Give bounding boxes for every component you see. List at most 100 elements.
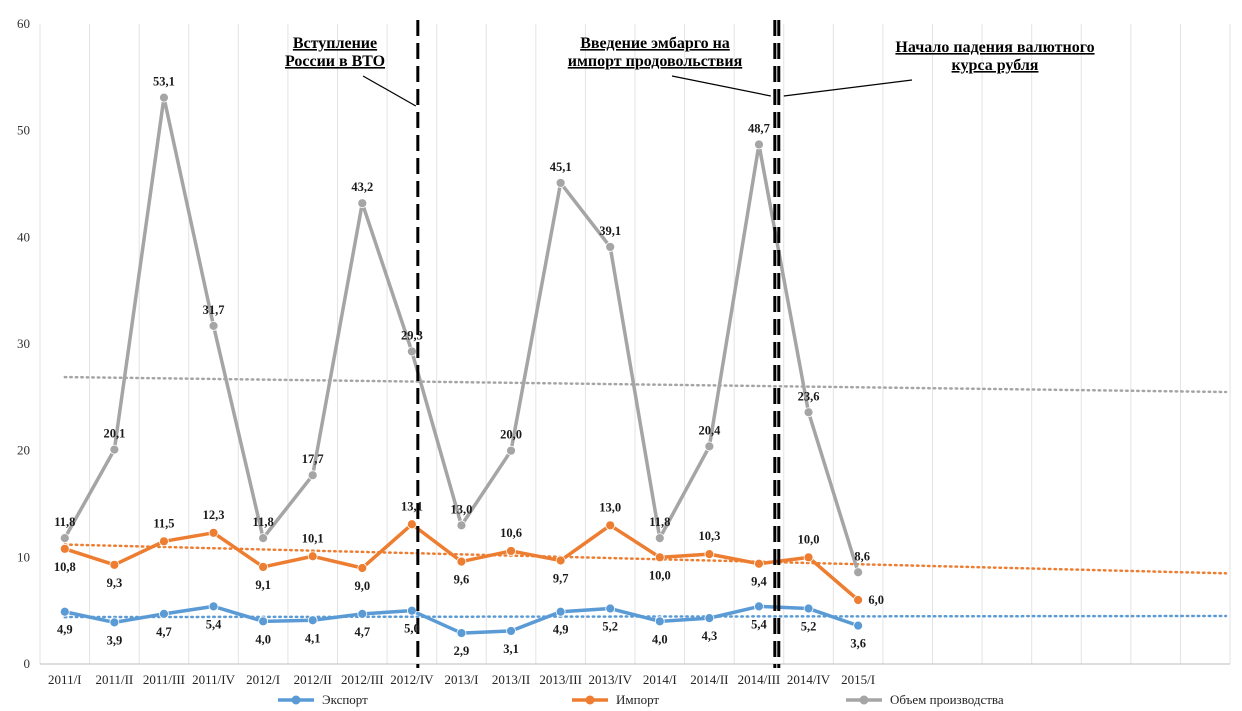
data-label: 4,9 <box>57 623 73 637</box>
data-point <box>506 546 516 556</box>
data-label: 43,2 <box>351 180 373 194</box>
data-point <box>803 552 814 563</box>
data-point <box>258 533 269 544</box>
event-leader <box>783 79 913 97</box>
x-tick-label: 2011/III <box>143 672 185 687</box>
data-point <box>803 407 814 418</box>
x-tick-label: 2011/II <box>95 672 133 687</box>
data-point <box>456 628 467 638</box>
event-leader <box>362 75 417 107</box>
data-label: 3,6 <box>850 637 866 651</box>
data-point <box>208 320 219 331</box>
data-point <box>654 616 665 627</box>
data-label: 13,0 <box>451 502 473 516</box>
legend-marker <box>291 695 301 705</box>
data-label: 39,1 <box>599 224 621 238</box>
event-label: курса рубля <box>952 57 1039 74</box>
data-point <box>307 470 318 481</box>
legend-label: Импорт <box>616 692 659 707</box>
data-label: 23,6 <box>798 389 820 403</box>
data-point <box>406 605 417 616</box>
data-labels: 4,9 3,9 4,7 5,4 4,0 4,1 4,7 5,0 2,9 3,1 4,9 5,2 4,0 4… <box>54 75 884 658</box>
x-tick-label: 2012/IV <box>390 672 434 687</box>
data-label: 9,1 <box>255 578 271 592</box>
data-point <box>754 601 764 612</box>
event-leader <box>671 75 771 97</box>
legend: Экспорт Импорт Объем производства <box>278 692 1004 707</box>
data-label: 3,9 <box>107 633 123 647</box>
legend-marker <box>859 695 869 705</box>
data-point <box>605 520 616 531</box>
data-point <box>357 563 368 573</box>
data-point <box>555 555 566 566</box>
data-label: 10,3 <box>698 529 720 543</box>
data-label: 53,1 <box>153 75 175 89</box>
data-point <box>109 559 120 570</box>
data-point <box>754 558 764 569</box>
data-point <box>605 603 616 614</box>
data-point <box>109 444 120 455</box>
data-point <box>605 242 616 252</box>
x-tick-label: 2013/III <box>539 672 582 687</box>
x-axis: 2011/I 2011/II 2011/III 2011/IV 2012/I 2012/I… <box>48 672 875 687</box>
legend-label: Объем производства <box>890 692 1004 707</box>
x-tick-label: 2014/I <box>643 672 677 687</box>
data-label: 5,2 <box>801 620 817 634</box>
data-label: 9,4 <box>751 575 767 589</box>
x-tick-label: 2014/II <box>690 672 728 687</box>
data-point <box>456 556 467 567</box>
event-label: Начало падения валютного <box>895 39 1094 56</box>
event-label: Введение эмбарго на <box>580 35 730 52</box>
data-point <box>853 595 864 605</box>
data-label: 4,3 <box>702 629 718 643</box>
data-label: 5,4 <box>751 617 767 631</box>
x-tick-label: 2013/II <box>492 672 530 687</box>
x-tick-label: 2014/IV <box>787 672 831 687</box>
data-point <box>109 617 120 628</box>
y-tick-label: 40 <box>17 229 30 244</box>
data-point <box>307 551 318 562</box>
legend-label: Экспорт <box>322 692 368 707</box>
data-label: 48,7 <box>748 122 770 136</box>
data-point <box>754 139 764 150</box>
data-label: 45,1 <box>550 160 572 174</box>
data-point <box>258 616 269 627</box>
data-label: 11,8 <box>54 515 75 529</box>
data-label: 8,6 <box>854 549 870 563</box>
data-point <box>357 198 368 209</box>
data-label: 10,8 <box>54 560 76 574</box>
x-tick-label: 2011/IV <box>192 672 235 687</box>
data-point <box>258 562 269 572</box>
y-tick-label: 30 <box>17 336 30 351</box>
x-tick-label: 2014/III <box>738 672 781 687</box>
data-label: 10,1 <box>302 531 324 545</box>
data-label: 4,0 <box>255 632 271 646</box>
trendline <box>63 614 1228 619</box>
y-tick-label: 10 <box>17 549 30 564</box>
data-label: 10,0 <box>798 532 820 546</box>
data-point <box>555 606 566 617</box>
data-point <box>307 615 318 626</box>
data-label: 11,5 <box>153 516 174 530</box>
data-point <box>208 527 219 538</box>
data-point <box>456 520 467 531</box>
data-point <box>654 533 665 544</box>
data-label: 20,1 <box>103 427 125 441</box>
data-label: 9,0 <box>354 579 370 593</box>
data-label: 20,0 <box>500 428 522 442</box>
legend-marker <box>585 695 595 705</box>
data-point <box>506 626 516 636</box>
trendlines <box>63 375 1228 619</box>
data-label: 4,1 <box>305 631 321 645</box>
data-point <box>654 552 665 563</box>
trendline <box>63 543 1228 575</box>
event-label: Вступление <box>293 35 377 52</box>
x-tick-label: 2012/III <box>341 672 384 687</box>
data-point <box>704 613 715 624</box>
x-tick-label: 2012/II <box>294 672 332 687</box>
data-point <box>406 346 417 357</box>
data-label: 12,3 <box>203 508 225 522</box>
data-point <box>555 178 566 188</box>
